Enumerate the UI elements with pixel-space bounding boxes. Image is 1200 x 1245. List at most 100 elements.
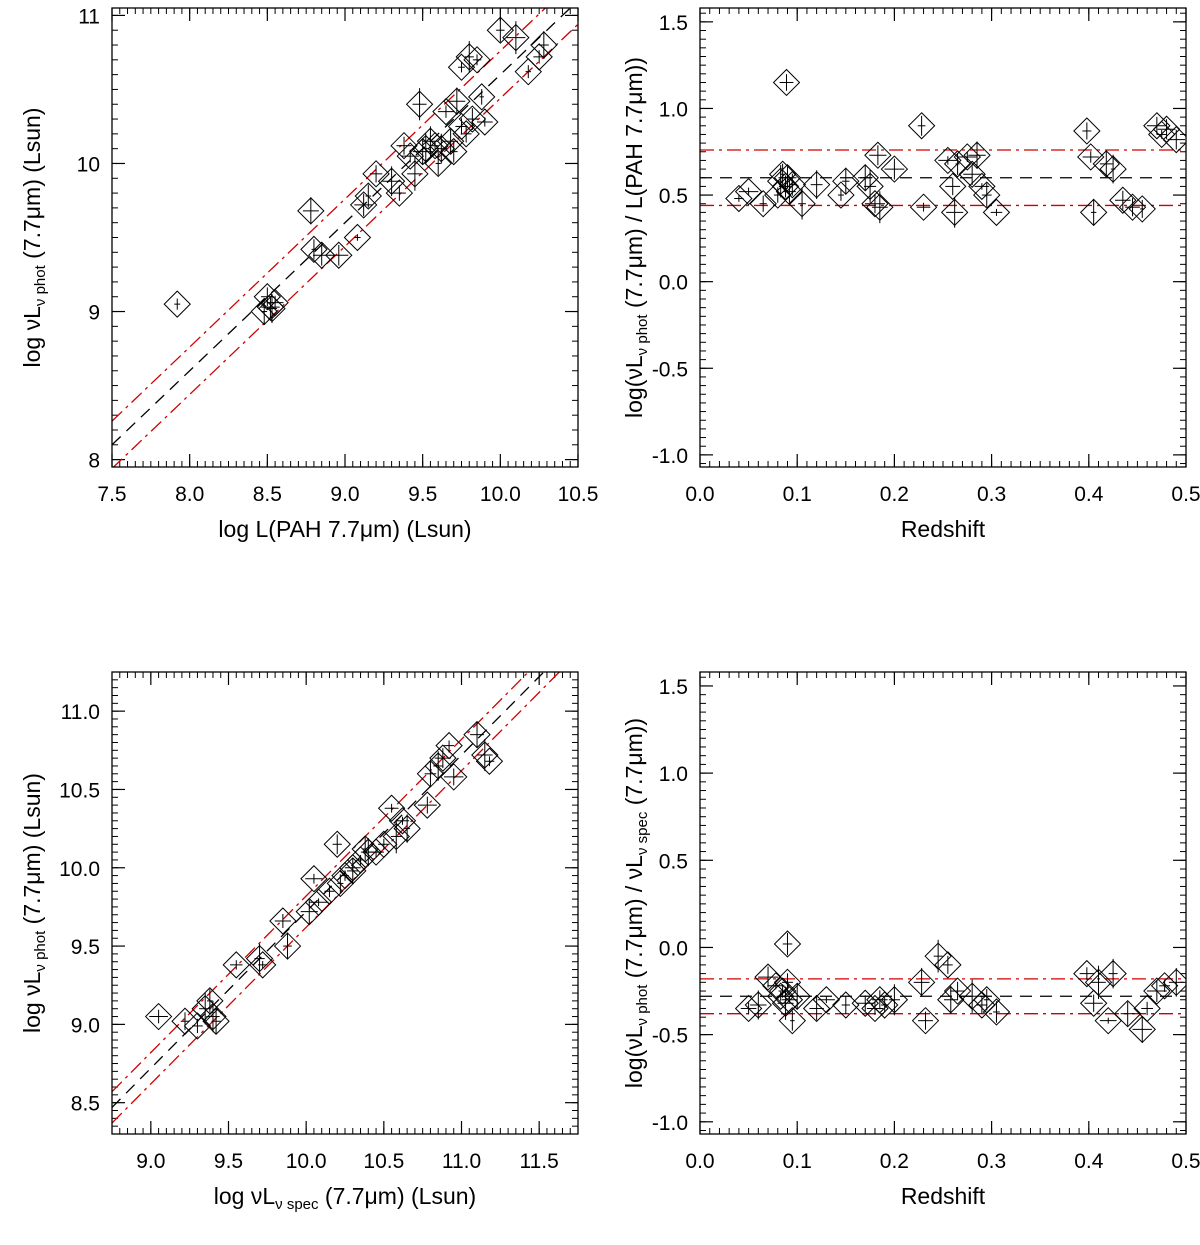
diamond-marker — [253, 283, 282, 311]
diamond-marker — [771, 172, 800, 201]
data-point — [297, 197, 325, 225]
x-tick-label: 0.3 — [977, 1150, 1006, 1173]
x-tick-label: 0.0 — [685, 483, 714, 506]
diamond-marker — [768, 977, 797, 1005]
diamond-marker — [764, 181, 792, 209]
y-tick-label: 10.5 — [59, 779, 100, 802]
data-point — [393, 814, 421, 843]
data-point — [953, 143, 982, 171]
diamond-marker — [447, 53, 476, 81]
data-point — [1118, 193, 1147, 221]
diamond-marker — [762, 972, 790, 1000]
diamond-marker — [1133, 994, 1161, 1023]
diamond-marker — [304, 888, 333, 916]
diamond-marker — [475, 747, 504, 775]
y-axis-title-pre: log νL — [19, 971, 45, 1033]
data-point — [812, 986, 841, 1014]
data-points — [144, 720, 504, 1040]
y-axis-title-post2: (7.7μm)) — [621, 718, 647, 812]
y-axis-title: log νLν phot (7.7μm) (Lsun) — [19, 108, 49, 368]
diamond-marker — [315, 877, 344, 905]
diamond-marker — [202, 1007, 230, 1035]
scatter-band-line — [112, 8, 547, 422]
data-point — [1099, 154, 1127, 184]
data-point — [435, 731, 463, 760]
data-point — [744, 990, 773, 1020]
data-points — [163, 16, 558, 326]
data-point — [1092, 150, 1121, 178]
diamond-marker — [525, 43, 553, 71]
diamond-marker — [870, 991, 899, 1019]
diamond-marker — [958, 160, 986, 188]
diamond-marker — [909, 193, 938, 221]
diamond-marker — [429, 744, 457, 772]
data-point — [880, 155, 909, 183]
data-point — [1079, 198, 1108, 227]
x-tick-label: 10.0 — [286, 1150, 327, 1173]
y-tick-label: -0.5 — [652, 1025, 688, 1048]
x-tick-label: 0.4 — [1074, 483, 1104, 506]
data-point — [1162, 967, 1186, 997]
data-point — [934, 951, 962, 979]
data-point — [163, 290, 191, 318]
diamond-marker — [864, 141, 892, 169]
x-tick-label: 9.0 — [136, 1150, 165, 1173]
data-point — [1128, 1015, 1156, 1044]
data-point — [339, 857, 367, 885]
diamond-marker — [725, 184, 753, 213]
data-point — [447, 53, 476, 81]
diamond-marker — [1162, 125, 1186, 154]
diamond-marker — [326, 869, 355, 898]
data-point — [773, 930, 802, 958]
data-point — [725, 184, 753, 213]
diamond-marker — [812, 986, 841, 1014]
data-point — [749, 190, 777, 218]
x-tick-label: 0.4 — [1074, 1150, 1104, 1173]
plot-frame — [111, 671, 579, 1135]
data-point — [734, 177, 763, 206]
data-point — [443, 87, 471, 116]
data-point — [300, 865, 328, 893]
data-point — [530, 31, 558, 59]
data-point — [982, 198, 1011, 227]
diamond-marker — [973, 181, 1001, 209]
diamond-marker — [458, 105, 487, 133]
diamond-marker — [982, 198, 1011, 227]
y-axis-title: log(νLν phot (7.7μm) / νLν spec (7.7μm)) — [621, 718, 651, 1088]
data-point — [436, 127, 465, 155]
data-point — [1099, 958, 1127, 989]
diamond-marker — [749, 190, 777, 218]
diamond-marker — [861, 190, 889, 218]
data-point — [144, 1002, 173, 1031]
diamond-marker — [343, 223, 372, 252]
diamond-marker — [953, 143, 982, 171]
diamond-marker — [467, 83, 496, 111]
data-point — [385, 179, 414, 207]
diamond-marker — [775, 986, 804, 1014]
minor-ticks — [699, 8, 1187, 467]
x-tick-label: 0.5 — [1171, 1150, 1200, 1173]
data-point — [245, 943, 274, 974]
diamond-marker — [1118, 193, 1147, 221]
diamond-marker — [734, 177, 763, 206]
data-point — [940, 197, 969, 228]
y-tick-label: 10 — [77, 153, 100, 176]
x-axis-title-pre: log νL — [214, 1183, 276, 1209]
data-point — [248, 951, 277, 979]
diamond-marker — [144, 1002, 173, 1031]
data-point — [1079, 989, 1108, 1017]
data-point — [199, 1000, 227, 1033]
y-tick-label: 9.5 — [71, 936, 100, 959]
data-point — [390, 131, 418, 160]
diamond-marker — [1143, 112, 1171, 140]
data-point — [362, 838, 390, 866]
diamond-marker — [346, 846, 375, 874]
diamond-marker — [943, 977, 972, 1005]
data-point — [416, 760, 445, 788]
diamond-marker — [772, 68, 801, 97]
diamond-marker — [183, 1012, 212, 1040]
reference-lines — [112, 8, 578, 467]
diamond-marker — [911, 1006, 940, 1035]
y-tick-label: 1.5 — [659, 12, 688, 35]
diamond-marker — [907, 112, 936, 140]
